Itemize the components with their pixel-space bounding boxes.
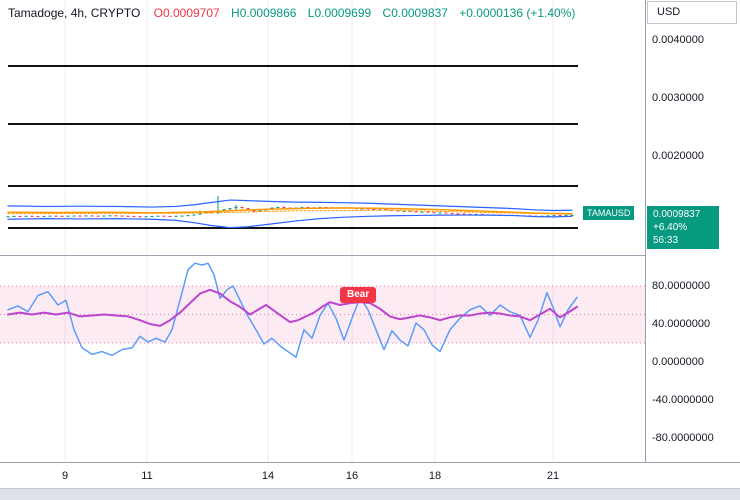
level-lines [8, 64, 578, 230]
fast-line [7, 262, 578, 358]
chart-legend: Tamadoge, 4h, CRYPTO O0.0009707 H0.00098… [8, 6, 583, 20]
time-axis-label: 9 [61, 470, 69, 482]
oscillator-axis-label: 80.0000000 [652, 280, 711, 292]
time-axis-label: 14 [261, 470, 275, 482]
currency-toggle-button[interactable]: USD [647, 1, 737, 24]
price-change-value: +0.0000136 (+1.40%) [459, 6, 576, 20]
time-axis[interactable]: 9 11 14 16 18 21 [0, 462, 740, 488]
price-axis-label: 0.0040000 [652, 34, 704, 46]
ohlc-open-value: O0.0009707 [153, 6, 220, 20]
oscillator-axis-label: 0.0000000 [652, 356, 704, 368]
grid-layer [64, 0, 554, 462]
currency-label: USD [657, 6, 681, 18]
oscillator-axis-label: -80.0000000 [652, 432, 714, 444]
bottom-bar [0, 488, 740, 500]
time-axis-label: 21 [546, 470, 560, 482]
time-axis-label: 11 [141, 470, 153, 482]
ma-orange-dotted [7, 209, 573, 215]
last-price-value: 0.0009837 [653, 209, 701, 220]
bear-annotation: Bear [340, 287, 377, 303]
last-price-tag: 0.0009837 +6.40% 56:33 [647, 206, 719, 249]
pane-separator[interactable] [0, 255, 740, 256]
price-axis-label: 0.0030000 [652, 92, 704, 104]
symbol-title[interactable]: Tamadoge, 4h, CRYPTO [8, 6, 141, 20]
oscillator-axis-label: -40.0000000 [652, 394, 714, 406]
bar-countdown: 56:33 [653, 235, 679, 246]
price-axis-label: 0.0020000 [652, 150, 704, 162]
overlay-lines [7, 199, 573, 229]
ohlc-high-value: H0.0009866 [231, 6, 297, 20]
envelope-upper [7, 199, 573, 212]
envelope-lower [7, 214, 573, 229]
chart-canvas[interactable] [0, 0, 645, 462]
time-axis-label: 16 [345, 470, 359, 482]
ohlc-close-value: C0.0009837 [382, 6, 448, 20]
ohlc-low-value: L0.0009699 [307, 6, 372, 20]
slow-line [7, 288, 578, 327]
ma-orange [7, 207, 573, 215]
oscillator-axis-label: 40.0000000 [652, 318, 711, 330]
oscillator-lines [7, 262, 578, 358]
price-axis[interactable]: USD 0.0009837 +6.40% 56:33 0.0040000 0.00… [645, 0, 740, 488]
last-price-percent: +6.40% [653, 222, 688, 233]
series-symbol-tag: TAMAUSD [583, 206, 635, 220]
time-axis-label: 18 [428, 470, 442, 482]
